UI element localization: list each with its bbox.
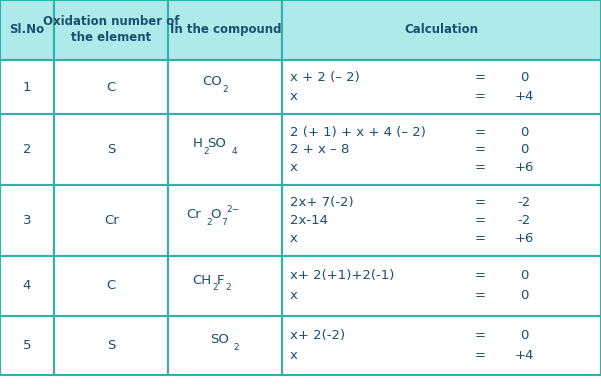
Text: 5: 5 bbox=[23, 339, 31, 352]
Text: =: = bbox=[474, 289, 486, 302]
Bar bbox=[0, 60, 54, 114]
Text: C: C bbox=[106, 80, 116, 94]
Text: 1: 1 bbox=[23, 80, 31, 94]
Text: 0: 0 bbox=[520, 126, 528, 139]
Text: Oxidation number of
the element: Oxidation number of the element bbox=[43, 15, 180, 44]
Text: S: S bbox=[107, 143, 115, 156]
Text: CO: CO bbox=[203, 75, 222, 88]
Bar bbox=[54, 60, 168, 114]
Bar bbox=[168, 60, 282, 114]
Text: =: = bbox=[474, 270, 486, 283]
Text: +4: +4 bbox=[514, 90, 534, 103]
Bar bbox=[54, 0, 168, 60]
Text: O: O bbox=[210, 208, 221, 221]
Bar bbox=[54, 256, 168, 316]
Text: 2 (+ 1) + x + 4 (– 2): 2 (+ 1) + x + 4 (– 2) bbox=[290, 126, 426, 139]
Text: =: = bbox=[474, 90, 486, 103]
Bar bbox=[0, 0, 54, 60]
Bar bbox=[54, 114, 168, 185]
Bar bbox=[282, 114, 601, 185]
Text: -2: -2 bbox=[517, 196, 531, 209]
Text: -2: -2 bbox=[517, 214, 531, 227]
Bar bbox=[282, 256, 601, 316]
Bar bbox=[282, 0, 601, 60]
Text: 0: 0 bbox=[520, 329, 528, 342]
Text: x+ 2(+1)+2(-1): x+ 2(+1)+2(-1) bbox=[290, 270, 394, 283]
Text: S: S bbox=[107, 339, 115, 352]
Text: 4: 4 bbox=[23, 280, 31, 292]
Text: =: = bbox=[474, 329, 486, 342]
Text: Sl.No: Sl.No bbox=[10, 23, 44, 36]
Bar bbox=[282, 60, 601, 114]
Text: 0: 0 bbox=[520, 289, 528, 302]
Text: +6: +6 bbox=[514, 161, 534, 174]
Text: 2: 2 bbox=[212, 283, 218, 293]
Text: +6: +6 bbox=[514, 232, 534, 245]
Text: =: = bbox=[474, 71, 486, 84]
Text: 2: 2 bbox=[233, 343, 239, 352]
Bar bbox=[54, 185, 168, 256]
Text: H: H bbox=[192, 137, 202, 151]
Text: 2: 2 bbox=[203, 147, 209, 156]
Text: CH: CH bbox=[192, 274, 212, 286]
Text: SO: SO bbox=[210, 333, 229, 346]
Text: 2: 2 bbox=[206, 218, 212, 227]
Text: +4: +4 bbox=[514, 349, 534, 362]
Bar bbox=[168, 316, 282, 375]
Bar bbox=[168, 0, 282, 60]
Text: 3: 3 bbox=[23, 214, 31, 227]
Text: x: x bbox=[290, 90, 297, 103]
Bar bbox=[54, 316, 168, 375]
Text: 0: 0 bbox=[520, 71, 528, 84]
Bar bbox=[0, 256, 54, 316]
Text: =: = bbox=[474, 214, 486, 227]
Bar bbox=[168, 256, 282, 316]
Text: =: = bbox=[474, 143, 486, 156]
Text: 4: 4 bbox=[231, 147, 237, 156]
Text: C: C bbox=[106, 280, 116, 292]
Text: SO: SO bbox=[207, 137, 226, 151]
Bar bbox=[282, 185, 601, 256]
Text: x: x bbox=[290, 289, 297, 302]
Text: x: x bbox=[290, 232, 297, 245]
Bar bbox=[168, 114, 282, 185]
Text: =: = bbox=[474, 126, 486, 139]
Text: 2: 2 bbox=[222, 85, 228, 94]
Text: 2: 2 bbox=[23, 143, 31, 156]
Text: =: = bbox=[474, 232, 486, 245]
Text: Cr: Cr bbox=[186, 208, 201, 221]
Text: =: = bbox=[474, 196, 486, 209]
Text: Calculation: Calculation bbox=[404, 23, 479, 36]
Text: 7: 7 bbox=[221, 218, 227, 227]
Text: 0: 0 bbox=[520, 270, 528, 283]
Text: 2−: 2− bbox=[226, 205, 239, 214]
Bar bbox=[0, 185, 54, 256]
Bar bbox=[0, 114, 54, 185]
Text: =: = bbox=[474, 161, 486, 174]
Text: 0: 0 bbox=[520, 143, 528, 156]
Text: x + 2 (– 2): x + 2 (– 2) bbox=[290, 71, 359, 84]
Text: 2x+ 7(-2): 2x+ 7(-2) bbox=[290, 196, 353, 209]
Text: x: x bbox=[290, 349, 297, 362]
Text: =: = bbox=[474, 349, 486, 362]
Text: Cr: Cr bbox=[104, 214, 118, 227]
Bar bbox=[0, 316, 54, 375]
Bar bbox=[168, 185, 282, 256]
Text: x: x bbox=[290, 161, 297, 174]
Text: 2: 2 bbox=[225, 283, 231, 293]
Text: x+ 2(-2): x+ 2(-2) bbox=[290, 329, 345, 342]
Text: 2x-14: 2x-14 bbox=[290, 214, 328, 227]
Text: F: F bbox=[216, 274, 224, 286]
Text: 2 + x – 8: 2 + x – 8 bbox=[290, 143, 349, 156]
Text: In the compound: In the compound bbox=[169, 23, 281, 36]
Bar bbox=[282, 316, 601, 375]
